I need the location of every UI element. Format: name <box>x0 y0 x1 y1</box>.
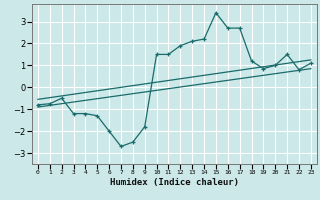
X-axis label: Humidex (Indice chaleur): Humidex (Indice chaleur) <box>110 178 239 187</box>
